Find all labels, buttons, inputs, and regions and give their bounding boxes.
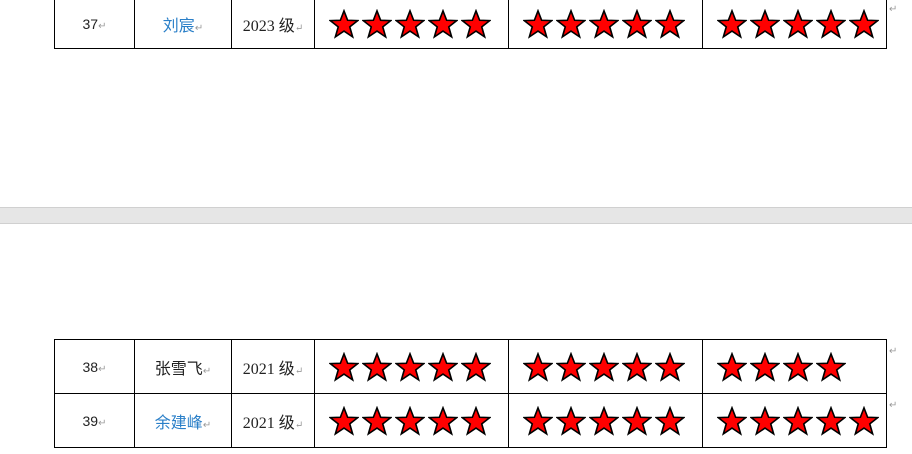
star-icon <box>360 8 394 39</box>
row-end-mark: ↵ <box>889 4 898 15</box>
star-icon <box>814 351 848 382</box>
rating-table-page-1: 37↵ 刘宸↵ 2023 级↵ <box>54 0 887 49</box>
star-icon <box>426 405 460 436</box>
star-rating-cell-2 <box>508 0 703 49</box>
star-icon <box>748 8 782 39</box>
document-page-1: 37↵ 刘宸↵ 2023 级↵ ↵ <box>0 0 912 207</box>
star-icon <box>521 405 555 436</box>
star-rating-cell-2 <box>508 339 703 394</box>
row-end-mark: ↵ <box>889 346 898 357</box>
star-rating-cell-1 <box>314 339 509 394</box>
star-icon <box>587 405 621 436</box>
star-icon <box>327 8 361 39</box>
star-icon <box>781 8 815 39</box>
star-icon <box>587 351 621 382</box>
star-icon <box>781 351 815 382</box>
star-rating-cell-2 <box>508 393 703 448</box>
star-icon <box>620 405 654 436</box>
star-icon <box>587 8 621 39</box>
name-cell: 张雪飞↵ <box>134 339 232 394</box>
star-icon <box>653 351 687 382</box>
table-row: 37↵ 刘宸↵ 2023 级↵ <box>54 0 887 49</box>
star-rating-cell-1 <box>314 0 509 49</box>
star-icon <box>748 405 782 436</box>
table-row: 39↵ 余建峰↵ 2021 级↵ <box>54 393 887 448</box>
star-icon <box>459 405 493 436</box>
star-icon <box>459 351 493 382</box>
star-icon <box>620 351 654 382</box>
grade-cell: 2021 级↵ <box>231 393 315 448</box>
star-icon <box>360 351 394 382</box>
star-icon <box>360 405 394 436</box>
star-icon <box>847 405 881 436</box>
star-rating-cell-1 <box>314 393 509 448</box>
row-number-cell: 39↵ <box>54 393 135 448</box>
star-icon <box>653 8 687 39</box>
star-icon <box>814 8 848 39</box>
star-rating-cell-3 <box>702 393 887 448</box>
star-icon <box>653 405 687 436</box>
name-cell[interactable]: 余建峰↵ <box>134 393 232 448</box>
star-icon <box>715 351 749 382</box>
star-icon <box>554 8 588 39</box>
star-icon <box>393 8 427 39</box>
star-icon <box>554 405 588 436</box>
star-icon <box>715 405 749 436</box>
star-icon <box>521 351 555 382</box>
star-icon <box>426 8 460 39</box>
rating-table-page-2: 38↵ 张雪飞↵ 2021 级↵ 39↵ 余建峰↵ 2021 级↵ <box>54 339 887 448</box>
row-number-cell: 37↵ <box>54 0 135 49</box>
star-icon <box>393 405 427 436</box>
table-row: 38↵ 张雪飞↵ 2021 级↵ <box>54 339 887 394</box>
star-icon <box>327 351 361 382</box>
star-icon <box>781 405 815 436</box>
name-cell[interactable]: 刘宸↵ <box>134 0 232 49</box>
star-icon <box>715 8 749 39</box>
star-icon <box>620 8 654 39</box>
star-rating-cell-3 <box>702 0 887 49</box>
star-icon <box>847 8 881 39</box>
star-rating-cell-3 <box>702 339 887 394</box>
star-icon <box>327 405 361 436</box>
row-number-cell: 38↵ <box>54 339 135 394</box>
grade-cell: 2023 级↵ <box>231 0 315 49</box>
document-page-2: 38↵ 张雪飞↵ 2021 级↵ 39↵ 余建峰↵ 2021 级↵ ↵ ↵ <box>0 224 912 454</box>
star-icon <box>814 405 848 436</box>
page-gap <box>0 207 912 224</box>
star-icon <box>748 351 782 382</box>
star-icon <box>459 8 493 39</box>
star-icon <box>521 8 555 39</box>
star-icon <box>426 351 460 382</box>
grade-cell: 2021 级↵ <box>231 339 315 394</box>
star-icon <box>554 351 588 382</box>
row-end-mark: ↵ <box>889 400 898 411</box>
star-icon <box>393 351 427 382</box>
